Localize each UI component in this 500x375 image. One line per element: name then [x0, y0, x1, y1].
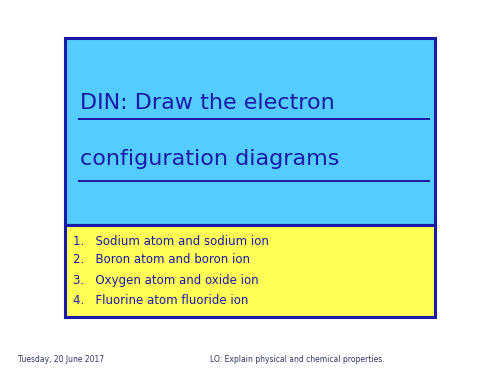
- FancyBboxPatch shape: [65, 38, 435, 225]
- Text: 1.   Sodium atom and sodium ion: 1. Sodium atom and sodium ion: [72, 235, 268, 248]
- Text: DIN: Draw the electron: DIN: Draw the electron: [80, 93, 335, 113]
- Text: configuration diagrams: configuration diagrams: [80, 149, 340, 170]
- Text: 4.   Fluorine atom fluoride ion: 4. Fluorine atom fluoride ion: [72, 294, 248, 307]
- Text: 2.   Boron atom and boron ion: 2. Boron atom and boron ion: [72, 254, 250, 266]
- Text: 3.   Oxygen atom and oxide ion: 3. Oxygen atom and oxide ion: [72, 274, 258, 286]
- Text: LO: Explain physical and chemical properties.: LO: Explain physical and chemical proper…: [210, 356, 384, 364]
- Text: Tuesday, 20 June 2017: Tuesday, 20 June 2017: [18, 356, 104, 364]
- FancyBboxPatch shape: [65, 225, 435, 317]
